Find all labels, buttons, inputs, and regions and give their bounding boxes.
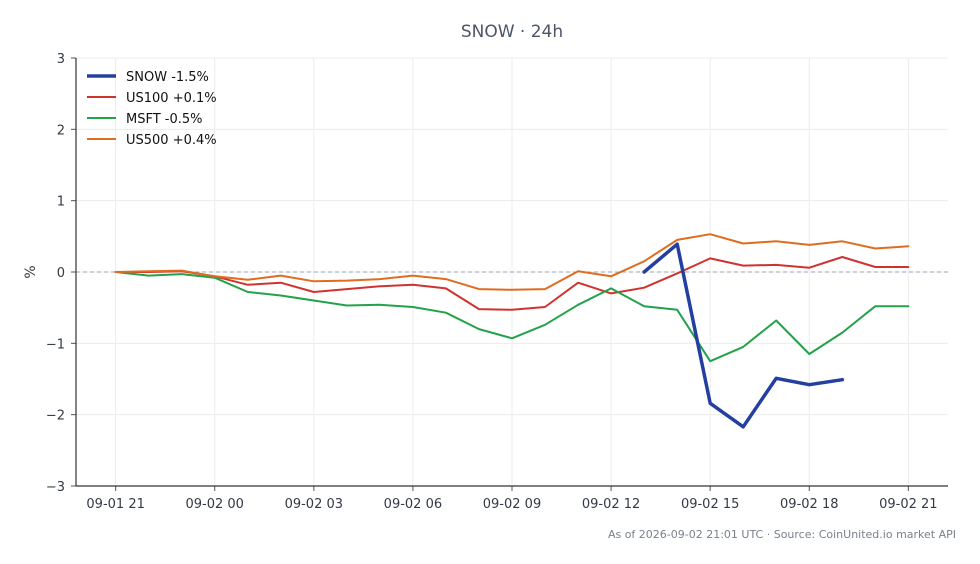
y-tick-label: −2: [46, 409, 65, 424]
series-line-snow: [642, 242, 845, 429]
x-tick-label: 09-02 18: [780, 497, 838, 512]
y-tick-label: 0: [57, 266, 65, 281]
x-tick-label: 09-02 12: [582, 497, 640, 512]
y-axis-label: %: [23, 265, 39, 278]
x-tick-label: 09-02 15: [681, 497, 739, 512]
y-tick-label: −1: [46, 337, 65, 352]
x-tick-label: 09-02 06: [384, 497, 442, 512]
legend-label-us500: US500 +0.4%: [126, 133, 217, 148]
x-tick-label: 09-02 21: [879, 497, 937, 512]
x-tick-label: 09-02 09: [483, 497, 541, 512]
legend-label-snow: SNOW -1.5%: [126, 70, 209, 85]
y-tick-label: 1: [57, 195, 65, 210]
y-tick-label: −3: [46, 480, 65, 495]
series-lines: [114, 233, 910, 429]
series-line-msft: [114, 271, 910, 363]
y-tick-label: 3: [57, 52, 65, 67]
x-tick-label: 09-02 00: [186, 497, 244, 512]
series-line-us100: [114, 256, 910, 311]
footer-source: As of 2026-09-02 21:01 UTC · Source: Coi…: [608, 528, 956, 541]
grid-lines: [76, 57, 948, 487]
legend-label-us100: US100 +0.1%: [126, 91, 217, 106]
x-tick-label: 09-01 21: [86, 497, 144, 512]
x-tick-label: 09-02 03: [285, 497, 343, 512]
series-line-us500: [114, 233, 910, 291]
y-tick-label: 2: [57, 123, 65, 138]
legend: SNOW -1.5% US100 +0.1% MSFT -0.5% US500 +0.…: [87, 70, 217, 148]
legend-label-msft: MSFT -0.5%: [126, 112, 203, 127]
chart-title: SNOW · 24h: [461, 22, 563, 42]
axes: 09-01 21 09-02 00 09-02 03 09-02 06 09-02 09…: [46, 52, 948, 512]
